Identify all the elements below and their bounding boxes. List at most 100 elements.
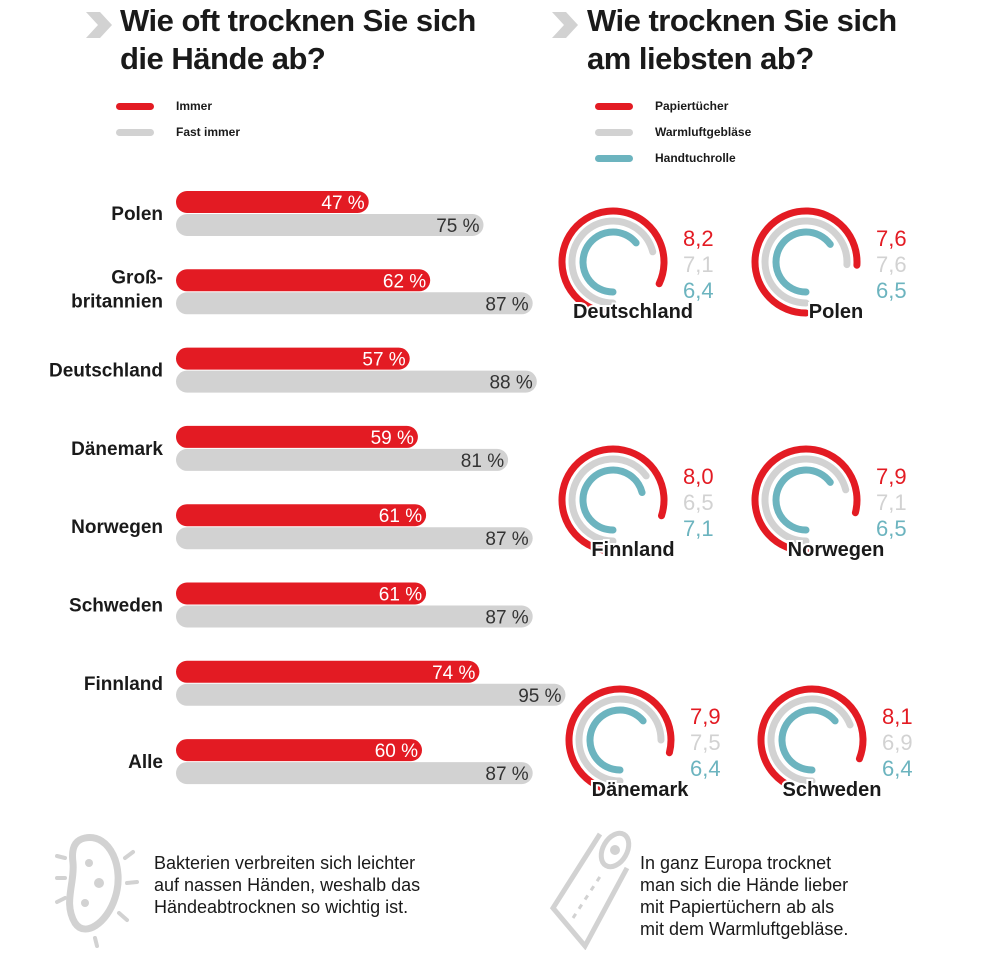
radial-value-label: 6,5	[876, 516, 907, 541]
legend-item-immer: Immer	[116, 93, 240, 119]
bar-value-label: 61 %	[379, 506, 422, 527]
bar-fast-immer	[176, 683, 566, 706]
right-legend: Papiertücher Warmluftgebläse Handtuchrol…	[595, 93, 751, 171]
bar-immer	[176, 425, 418, 448]
left-title: Wie oft trocknen Sie sich die Hände ab?	[120, 2, 476, 78]
title-line: die Hände ab?	[120, 41, 326, 76]
radial-country-label: Norwegen	[788, 539, 885, 561]
paper-roll-icon	[549, 830, 632, 950]
bar-fast-immer	[176, 292, 533, 315]
radial-value-label: 7,1	[876, 490, 907, 515]
bar-fast-immer	[176, 448, 509, 471]
legend-swatch	[595, 128, 633, 136]
country-label: Schweden	[69, 596, 163, 617]
note-line: mit Papiertüchern ab als	[640, 897, 835, 917]
radial-value-label: 7,1	[683, 516, 714, 541]
bar-fast-immer	[176, 762, 533, 785]
title-line: Wie trocknen Sie sich	[587, 3, 897, 38]
bar-value-label: 87 %	[485, 764, 528, 785]
legend-item-fast-immer: Fast immer	[116, 119, 240, 145]
legend-label: Warmluftgebläse	[655, 125, 752, 139]
left-legend: Immer Fast immer	[116, 93, 240, 145]
radial-value-label: 6,4	[690, 756, 721, 781]
note-line: man sich die Hände lieber	[640, 875, 849, 895]
radial-arc-handtuchrolle	[772, 228, 834, 296]
chart-canvas: 47 % 75 % Polen 62 % 87 % Groß-britannien 57 %…	[49, 191, 913, 803]
legend-label: Fast immer	[176, 125, 241, 139]
bar-fast-immer	[176, 214, 484, 236]
bar-value-label: 59 %	[371, 428, 414, 449]
bar-immer	[176, 660, 480, 683]
radial-arc-warmluftgebläse	[575, 695, 665, 785]
bar-value-label: 57 %	[362, 350, 405, 371]
bar-value-label: 74 %	[432, 663, 475, 684]
legend-item-warmluftgeblaese: Warmluftgebläse	[595, 119, 751, 145]
radial-value-label: 7,6	[876, 226, 907, 251]
title-line: am liebsten ab?	[587, 41, 814, 76]
bar-immer	[176, 191, 369, 213]
radial-value-label: 8,2	[683, 226, 714, 251]
bar-immer	[176, 269, 431, 292]
radial-arc-warmluftgebläse	[568, 217, 657, 307]
bacteria-note: Bakterien verbreiten sich leichter auf na…	[154, 852, 420, 918]
country-label: Alle	[128, 752, 163, 773]
radial-country-label: Deutschland	[573, 301, 693, 323]
radial-value-label: 8,0	[683, 464, 714, 489]
legend-label: Handtuchrolle	[655, 151, 736, 165]
radial-value-label: 8,1	[882, 704, 913, 729]
radial-value-label: 7,9	[876, 464, 907, 489]
radial-arc-papiertücher	[751, 207, 861, 317]
bar-value-label: 87 %	[485, 608, 528, 629]
radial-country-label: Dänemark	[592, 779, 690, 801]
bar-fast-immer	[176, 370, 537, 393]
radial-value-label: 6,4	[683, 278, 714, 303]
bar-immer	[176, 739, 422, 762]
bar-value-label: 61 %	[379, 585, 422, 606]
radial-value-label: 7,6	[876, 252, 907, 277]
country-label: Finnland	[84, 674, 163, 695]
radial-arc-handtuchrolle	[579, 466, 646, 534]
note-line: mit dem Warmluftgebläse.	[640, 919, 849, 939]
note-line: In ganz Europa trocknet	[640, 853, 832, 873]
radial-arc-papiertücher	[757, 685, 867, 795]
bar-value-label: 81 %	[461, 451, 504, 472]
bar-value-label: 60 %	[375, 741, 418, 762]
chevron-icon	[86, 12, 112, 38]
radial-arc-handtuchrolle	[586, 706, 647, 774]
radial-country-label: Schweden	[783, 779, 882, 801]
note-line: auf nassen Händen, weshalb das	[154, 875, 421, 895]
radial-arc-warmluftgebläse	[761, 217, 851, 307]
radial-arc-handtuchrolle	[778, 706, 839, 774]
country-label: britannien	[71, 291, 163, 312]
radial-value-label: 6,5	[683, 490, 714, 515]
bar-fast-immer	[176, 605, 533, 628]
radial-arc-handtuchrolle	[579, 228, 640, 296]
legend-swatch	[116, 102, 154, 110]
bar-fast-immer	[176, 527, 533, 550]
bacteria-icon	[55, 834, 139, 948]
bar-value-label: 95 %	[518, 686, 561, 707]
right-title: Wie trocknen Sie sich am liebsten ab?	[587, 2, 897, 78]
bar-immer	[176, 504, 427, 527]
radial-arc-warmluftgebläse	[767, 695, 854, 785]
bar-immer	[176, 347, 410, 370]
country-label: Dänemark	[71, 439, 163, 460]
country-label: Norwegen	[71, 517, 163, 538]
legend-label: Immer	[176, 99, 213, 113]
country-label: Groß-	[111, 267, 163, 288]
legend-label: Papiertücher	[655, 99, 729, 113]
radial-arc-handtuchrolle	[772, 466, 834, 534]
legend-item-handtuchrolle: Handtuchrolle	[595, 145, 751, 171]
country-label: Deutschland	[49, 361, 163, 382]
paper-note: In ganz Europa trocknet man sich die Händ…	[640, 852, 848, 940]
bar-value-label: 87 %	[485, 529, 528, 550]
radial-country-label: Polen	[809, 301, 863, 323]
bar-value-label: 87 %	[485, 294, 528, 315]
radial-arc-papiertücher	[751, 445, 861, 555]
legend-swatch	[116, 128, 154, 136]
bar-value-label: 75 %	[436, 216, 479, 237]
radial-value-label: 6,4	[882, 756, 913, 781]
radial-arc-papiertücher	[565, 685, 675, 795]
bar-value-label: 88 %	[489, 373, 532, 394]
radial-value-label: 7,5	[690, 730, 721, 755]
